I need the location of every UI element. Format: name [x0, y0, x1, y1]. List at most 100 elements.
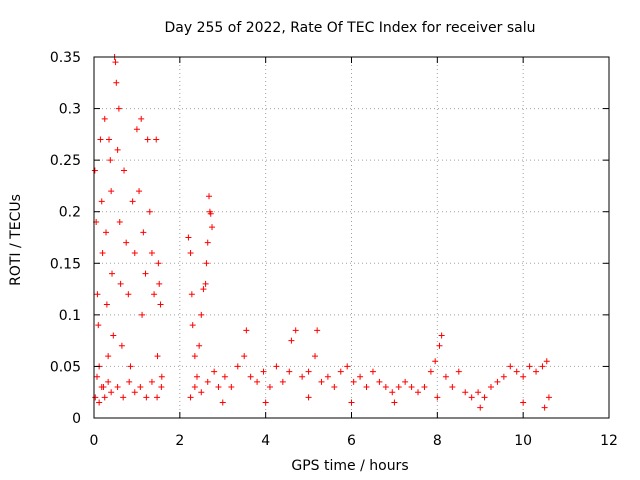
chart-title: Day 255 of 2022, Rate Of TEC Index for r… — [164, 20, 535, 36]
data-point — [260, 368, 267, 375]
data-point — [215, 384, 222, 391]
data-point — [477, 404, 484, 411]
data-point — [520, 373, 527, 380]
data-point — [350, 378, 357, 385]
data-point — [348, 399, 355, 406]
data-point — [241, 353, 248, 360]
data-point — [468, 394, 475, 401]
data-point — [98, 384, 105, 391]
x-tick-label: 6 — [347, 433, 356, 449]
y-tick-label: 0.05 — [50, 359, 81, 375]
data-point — [408, 384, 415, 391]
data-point — [449, 384, 456, 391]
data-point — [432, 358, 439, 365]
data-point — [427, 368, 434, 375]
data-point — [221, 373, 228, 380]
data-point — [436, 342, 443, 349]
data-point — [125, 291, 132, 298]
data-point — [500, 373, 507, 380]
data-point — [148, 378, 155, 385]
data-point — [219, 399, 226, 406]
data-point — [153, 136, 160, 143]
x-tick-label: 0 — [90, 433, 99, 449]
data-point — [123, 239, 130, 246]
data-point — [415, 389, 422, 396]
data-point — [421, 384, 428, 391]
y-tick-label: 0.15 — [50, 256, 81, 272]
data-point — [203, 260, 210, 267]
data-point — [103, 229, 110, 236]
data-point — [198, 389, 205, 396]
data-point — [94, 291, 101, 298]
data-point — [146, 208, 153, 215]
data-point — [305, 368, 312, 375]
data-point — [262, 399, 269, 406]
data-point — [98, 198, 105, 205]
data-point — [116, 219, 123, 226]
axis-ticks — [93, 56, 610, 419]
data-point — [129, 198, 136, 205]
data-point — [254, 378, 261, 385]
data-point — [539, 363, 546, 370]
x-axis-label: GPS time / hours — [291, 458, 408, 474]
data-point — [94, 373, 101, 380]
x-tick-labels: 0 2 4 6 8 10 12 — [90, 433, 618, 449]
data-point — [204, 239, 211, 246]
data-point — [101, 394, 108, 401]
x-tick-label: 2 — [175, 433, 184, 449]
data-point — [158, 373, 165, 380]
data-point — [545, 394, 552, 401]
data-point — [106, 136, 113, 143]
data-point — [395, 384, 402, 391]
data-point — [286, 368, 293, 375]
data-point — [151, 291, 158, 298]
data-point — [99, 249, 106, 256]
data-point — [188, 291, 195, 298]
data-point — [337, 368, 344, 375]
data-point — [148, 249, 155, 256]
data-point — [462, 389, 469, 396]
data-point — [154, 353, 161, 360]
data-point — [475, 389, 482, 396]
data-point — [114, 146, 121, 153]
data-point — [158, 384, 165, 391]
data-point — [103, 301, 110, 308]
data-point — [438, 332, 445, 339]
x-tick-label: 12 — [600, 433, 618, 449]
data-point — [142, 270, 149, 277]
y-axis-label: ROTI / TECUs — [8, 194, 24, 286]
data-point — [357, 373, 364, 380]
data-point — [155, 260, 162, 267]
data-point — [376, 378, 383, 385]
data-point — [126, 378, 133, 385]
data-point — [299, 373, 306, 380]
data-point — [228, 384, 235, 391]
data-point — [363, 384, 370, 391]
y-tick-label: 0.3 — [59, 102, 81, 118]
data-point — [455, 368, 462, 375]
data-point — [140, 229, 147, 236]
data-point — [121, 167, 128, 174]
data-point — [194, 373, 200, 380]
data-point — [131, 389, 138, 396]
data-point — [97, 136, 104, 143]
data-point — [191, 384, 198, 391]
data-point — [113, 79, 120, 86]
data-point — [118, 342, 125, 349]
data-point — [114, 384, 121, 391]
data-point — [117, 280, 124, 287]
data-point — [442, 373, 449, 380]
data-point — [189, 322, 196, 329]
data-point — [187, 394, 194, 401]
data-points — [91, 54, 552, 411]
data-point — [105, 378, 112, 385]
data-point — [115, 105, 122, 112]
data-point — [133, 126, 140, 133]
data-point — [154, 394, 161, 401]
data-point — [156, 280, 163, 287]
data-point — [273, 363, 280, 370]
data-point — [191, 353, 198, 360]
data-point — [543, 358, 550, 365]
data-point — [247, 373, 254, 380]
data-point — [209, 224, 216, 231]
